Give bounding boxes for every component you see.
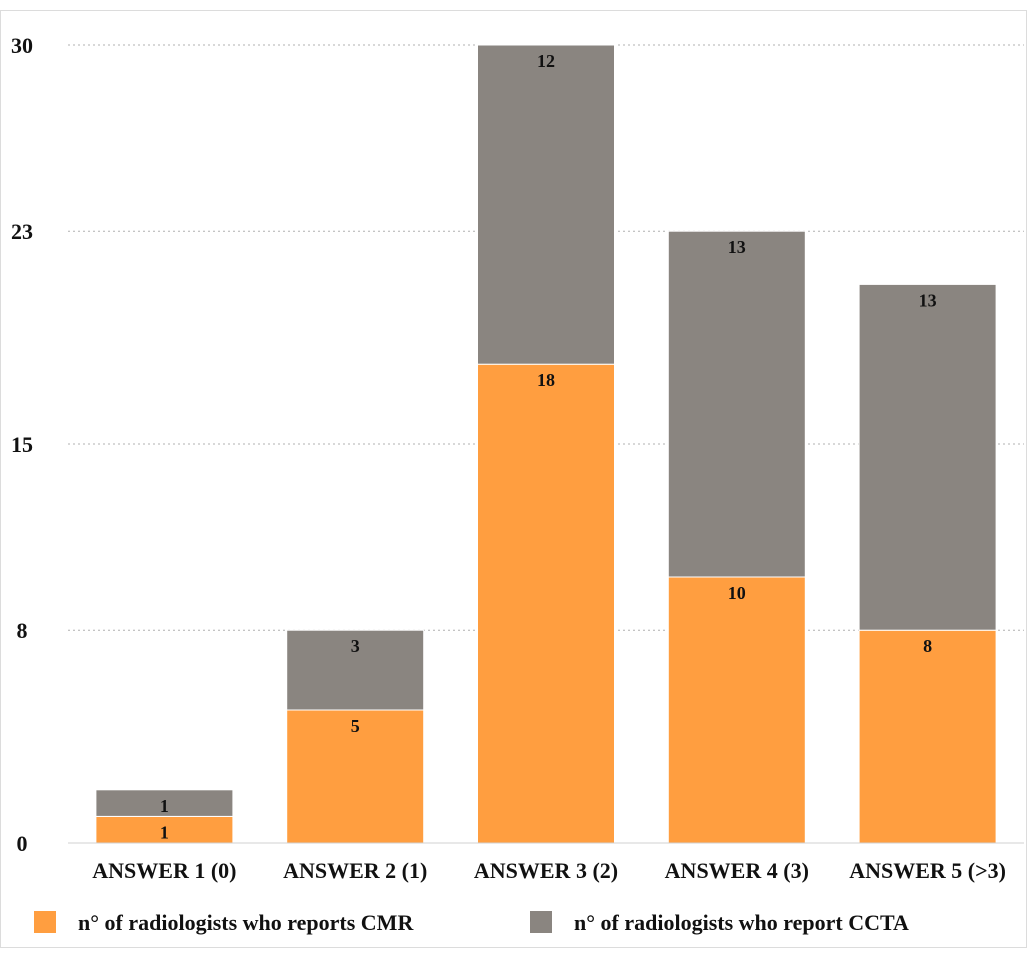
legend-item-series-2: n° of radiologists who report CCTA [530, 910, 909, 935]
bar-segment-series-2 [667, 230, 806, 578]
legend-label: n° of radiologists who report CCTA [574, 910, 909, 935]
legend-label: n° of radiologists who reports CMR [78, 910, 414, 935]
category-label: ANSWER 3 (2) [474, 858, 618, 883]
data-label: 12 [537, 51, 555, 71]
data-label: 13 [919, 290, 937, 310]
data-label: 5 [351, 716, 360, 736]
data-label: 18 [537, 370, 555, 390]
bar-segment-series-2 [95, 789, 234, 817]
legend-swatch [530, 911, 552, 933]
data-label: 10 [728, 583, 746, 603]
data-label: 8 [923, 636, 932, 656]
data-label: 3 [351, 636, 360, 656]
category-label: ANSWER 2 (1) [283, 858, 427, 883]
bar-segment-series-1 [477, 363, 615, 844]
bar-segment-series-2 [286, 629, 425, 711]
category-label: ANSWER 5 (>3) [849, 858, 1006, 883]
category-label: ANSWER 1 (0) [92, 858, 236, 883]
legend-swatch [34, 911, 56, 933]
bar-segment-series-2 [858, 283, 997, 631]
bar-segment-series-1 [667, 576, 806, 844]
category-label: ANSWER 4 (3) [665, 858, 809, 883]
y-tick-label: 8 [17, 618, 28, 643]
bar-segment-series-1 [858, 629, 997, 844]
bar-segment-series-1 [95, 815, 234, 844]
data-label: 1 [160, 822, 169, 842]
y-tick-label: 15 [11, 432, 33, 457]
bar-segment-series-1 [286, 709, 425, 844]
y-tick-label: 23 [11, 219, 33, 244]
data-label: 13 [728, 237, 746, 257]
data-label: 1 [160, 796, 169, 816]
y-tick-label: 0 [17, 831, 28, 856]
bar-segment-series-2 [477, 44, 615, 365]
y-tick-label: 30 [11, 33, 33, 58]
legend-item-series-1: n° of radiologists who reports CMR [34, 910, 414, 935]
